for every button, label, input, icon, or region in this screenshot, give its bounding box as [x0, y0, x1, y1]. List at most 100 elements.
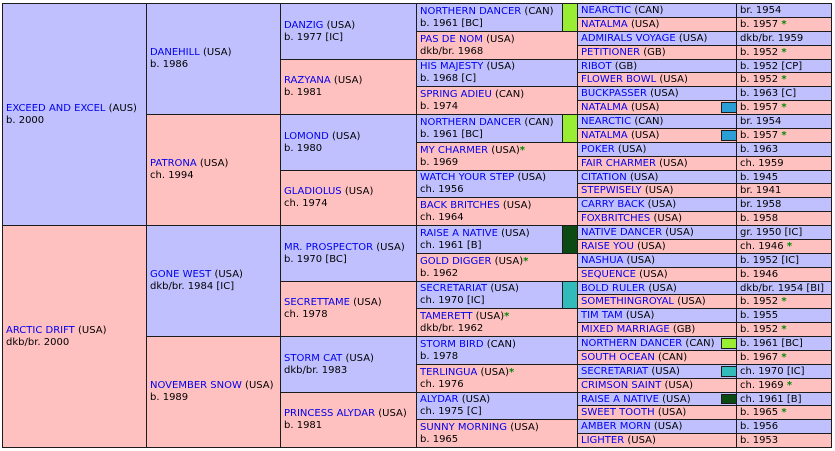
horse-name-link[interactable]: STORM BIRD — [420, 338, 484, 350]
horse-country: (USA) — [502, 199, 532, 211]
horse-info: dkb/br. 1959 — [740, 33, 804, 44]
horse-info-cell: ch. 1946 * — [736, 239, 832, 254]
horse-name-link[interactable]: MR. PROSPECTOR — [284, 241, 374, 253]
horse-name-link[interactable]: SECRETARIAT — [581, 366, 649, 377]
horse-name-link[interactable]: STEPWISELY — [581, 185, 642, 196]
horse-info-cell: b. 1952 * — [736, 322, 832, 337]
horse-name-line: NATALMA (USA) — [581, 130, 734, 142]
horse-cell-g5: SOUTH OCEAN (CAN) — [577, 350, 738, 365]
horse-name-link[interactable]: EXCEED AND EXCEL — [6, 102, 106, 114]
horse-name-link[interactable]: NATIVE DANCER — [581, 227, 663, 238]
horse-name-line: RAISE A NATIVE (USA) — [581, 394, 734, 405]
horse-name-link[interactable]: TIM TAM — [581, 310, 623, 321]
horse-name-link[interactable]: PRINCESS ALYDAR — [284, 408, 376, 419]
horse-name-link[interactable]: BOLD RULER — [581, 283, 646, 294]
horse-name-line: LOMOND (USA) — [284, 131, 413, 143]
horse-cell-g4: WATCH YOUR STEP (USA) ch. 1956 — [416, 170, 579, 198]
horse-info-cell: b. 1957 * — [736, 17, 832, 32]
horse-name-link[interactable]: FLOWER BOWL — [581, 74, 657, 85]
horse-info: ch. 1961 [B] — [740, 394, 802, 405]
horse-name-link[interactable]: SUNNY MORNING — [420, 421, 508, 433]
horse-name-link[interactable]: CITATION — [581, 172, 627, 183]
horse-name-link[interactable]: CARRY BACK — [581, 199, 645, 210]
horse-name-link[interactable]: POKER — [581, 144, 615, 155]
horse-name-link[interactable]: RAZYANA — [284, 75, 331, 86]
horse-name-link[interactable]: WATCH YOUR STEP — [420, 172, 515, 183]
horse-name-link[interactable]: RAISE YOU — [581, 241, 634, 252]
horse-info: ch. 1970 [IC] — [740, 366, 805, 377]
horse-name-link[interactable]: RAISE A NATIVE — [420, 227, 498, 239]
horse-name-link[interactable]: NEARCTIC — [581, 5, 632, 16]
star-icon: * — [781, 130, 787, 141]
horse-name-link[interactable]: DANZIG — [284, 19, 324, 31]
horse-name-link[interactable]: NASHUA — [581, 255, 624, 266]
horse-name-link[interactable]: NATALMA — [581, 19, 628, 30]
horse-info: b. 1967 — [740, 352, 779, 363]
horse-name-line: GOLD DIGGER (USA)* — [420, 256, 575, 268]
horse-name-link[interactable]: STORM CAT — [284, 352, 343, 364]
horse-name-link[interactable]: RAISE A NATIVE — [581, 394, 659, 405]
horse-name-link[interactable]: DANEHILL — [150, 47, 200, 58]
horse-cell-g4: BACK BRITCHES (USA) ch. 1964 — [416, 197, 579, 226]
horse-name-line: RAZYANA (USA) — [284, 75, 413, 87]
horse-name-link[interactable]: LOMOND — [284, 130, 329, 142]
horse-name-line: NORTHERN DANCER (CAN) — [581, 338, 734, 350]
horse-name-link[interactable]: NORTHERN DANCER — [420, 116, 522, 128]
horse-name-link[interactable]: FOXBRITCHES — [581, 213, 651, 224]
horse-info: b. 1986 — [150, 59, 189, 70]
horse-name-link[interactable]: BUCKPASSER — [581, 88, 647, 99]
horse-country: (USA) — [461, 394, 491, 405]
horse-name-link[interactable]: GONE WEST — [150, 269, 212, 280]
horse-name-link[interactable]: GOLD DIGGER — [420, 255, 492, 267]
horse-name-link[interactable]: HIS MAJESTY — [420, 61, 484, 72]
horse-name-link[interactable]: PAS DE NOM — [420, 33, 483, 45]
horse-name-link[interactable]: SPRING ADIEU — [420, 88, 492, 100]
horse-name-link[interactable]: RIBOT — [581, 61, 612, 72]
horse-name-link[interactable]: BACK BRITCHES — [420, 199, 500, 211]
horse-name-link[interactable]: NORTHERN DANCER — [420, 5, 522, 17]
horse-name-link[interactable]: SECRETTAME — [284, 297, 350, 308]
horse-country: (USA) — [345, 352, 374, 364]
horse-name-link[interactable]: ADMIRALS VOYAGE — [581, 33, 676, 44]
horse-name-link[interactable]: NEARCTIC — [581, 116, 632, 127]
horse-cell-g3: PRINCESS ALYDAR (USA) b. 1981 — [280, 392, 417, 448]
horse-cell-g4: NORTHERN DANCER (CAN) b. 1961 [BC] — [416, 3, 579, 32]
horse-country: (USA) — [630, 130, 660, 141]
horse-name-link[interactable]: GLADIOLUS — [284, 186, 342, 197]
horse-name-link[interactable]: AMBER MORN — [581, 421, 651, 432]
horse-name-link[interactable]: CRIMSON SAINT — [581, 380, 662, 391]
horse-name-link[interactable]: NATALMA — [581, 130, 628, 141]
horse-name-link[interactable]: NOVEMBER SNOW — [150, 380, 242, 391]
horse-name-link[interactable]: NORTHERN DANCER — [581, 338, 683, 349]
horse-name-line: TAMERETT (USA)* — [420, 311, 575, 323]
horse-name-link[interactable]: MIXED MARRIAGE — [581, 324, 670, 335]
horse-name-line: RIBOT (GB) — [581, 61, 734, 72]
horse-name-link[interactable]: ALYDAR — [420, 394, 459, 405]
horse-name-link[interactable]: FAIR CHARMER — [581, 158, 656, 169]
horse-name-link[interactable]: SEQUENCE — [581, 269, 636, 280]
horse-name-link[interactable]: TERLINGUA — [420, 366, 478, 378]
horse-name-line: NORTHERN DANCER (CAN) — [420, 117, 575, 129]
horse-name-link[interactable]: PATRONA — [150, 158, 197, 169]
horse-cell-g5: MIXED MARRIAGE (GB) — [577, 322, 738, 337]
horse-name-link[interactable]: SOMETHINGROYAL — [581, 296, 674, 307]
horse-name-link[interactable]: SOUTH OCEAN — [581, 352, 655, 363]
horse-country: (CAN) — [634, 116, 664, 127]
horse-cell-g3: SECRETTAME (USA) ch. 1978 — [280, 281, 417, 337]
horse-name-link[interactable]: MY CHARMER — [420, 144, 489, 156]
horse-name-link[interactable]: TAMERETT — [420, 310, 473, 322]
horse-info: b. 1957 — [740, 19, 779, 30]
horse-name-link[interactable]: SECRETARIAT — [420, 283, 488, 294]
horse-info: b. 1977 [IC] — [284, 31, 344, 43]
horse-name-line: CITATION (USA) — [581, 172, 734, 183]
horse-country: (USA) — [662, 394, 691, 405]
horse-cell-g5: NATIVE DANCER (USA) — [577, 225, 738, 240]
horse-cell-g5: SECRETARIAT (USA) — [577, 364, 738, 379]
horse-name-link[interactable]: LIGHTER — [581, 435, 625, 446]
horse-cell-g2: DANEHILL (USA) b. 1986 — [146, 3, 282, 115]
horse-info-cell: b. 1945 — [736, 170, 832, 184]
horse-name-link[interactable]: ARCTIC DRIFT — [6, 324, 75, 336]
horse-name-link[interactable]: SWEET TOOTH — [581, 407, 655, 418]
horse-name-link[interactable]: NATALMA — [581, 102, 628, 113]
horse-name-link[interactable]: PETITIONER — [581, 47, 641, 58]
